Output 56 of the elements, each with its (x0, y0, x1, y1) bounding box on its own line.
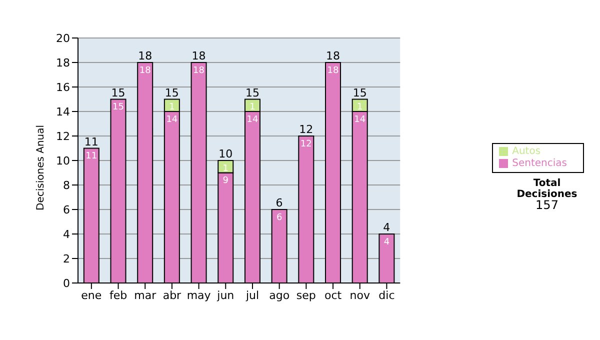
data-label: 14 (246, 114, 258, 125)
y-tick-label: 6 (63, 203, 70, 216)
total-label: 15 (245, 86, 260, 100)
total-label: 10 (218, 148, 233, 160)
total-label: 12 (299, 123, 314, 136)
data-label: 15 (112, 102, 124, 113)
x-tick-label: dic (378, 288, 395, 302)
total-label: 18 (326, 50, 340, 62)
total-label: 15 (352, 86, 367, 100)
text: 157 (534, 198, 560, 212)
y-tick-label: 18 (56, 56, 70, 70)
x-tick-label: sep (296, 288, 316, 302)
data-label: 1 (250, 102, 256, 113)
total-label: 18 (192, 50, 206, 62)
data-label: 18 (193, 66, 205, 76)
x-tick-label: mar (134, 288, 157, 302)
data-label: 4 (384, 237, 390, 248)
data-label: 1 (356, 102, 363, 113)
x-tick-label: nov (350, 288, 370, 302)
data-label: 1 (222, 164, 228, 174)
y-tick-label: 4 (63, 228, 70, 241)
data-label: 18 (139, 66, 152, 76)
data-label: 1 (169, 102, 175, 113)
y-tick-label: 14 (56, 105, 70, 118)
total-label: 4 (383, 221, 390, 234)
data-label: 6 (276, 212, 282, 223)
x-tick-label: feb (109, 288, 128, 302)
text: Total Decisiones (516, 178, 578, 200)
total-label: 15 (164, 86, 179, 100)
x-tick-label: oct (324, 288, 342, 302)
y-tick-label: 0 (63, 276, 70, 290)
total-label: 15 (111, 86, 126, 100)
y-tick-label: 10 (56, 154, 70, 168)
data-label: 14 (166, 114, 178, 125)
x-tick-label: abr (162, 288, 182, 302)
x-tick-label: jun (216, 288, 234, 302)
total-label: 6 (276, 196, 283, 210)
x-tick-label: jul (244, 288, 260, 302)
y-tick-label: 2 (63, 252, 70, 266)
y-tick-label: 8 (63, 178, 70, 192)
y-axis-title: Decisiones Anual (36, 124, 47, 210)
total-label: 11 (84, 135, 98, 148)
data-label: 18 (327, 66, 339, 76)
data-label: 12 (300, 139, 312, 150)
data-label: 11 (86, 152, 98, 162)
data-label: 14 (354, 114, 366, 125)
total-label: 18 (138, 50, 152, 62)
y-tick-label: 16 (56, 80, 70, 94)
x-tick-label: ago (269, 288, 290, 302)
x-tick-label: may (186, 288, 212, 302)
data-label: 9 (222, 176, 229, 186)
y-tick-label: 12 (56, 130, 70, 143)
x-tick-label: ene (81, 288, 102, 302)
legend-label: Sentencias (512, 158, 567, 169)
y-tick-label: 20 (56, 32, 70, 45)
legend-label: Autos (512, 146, 541, 157)
